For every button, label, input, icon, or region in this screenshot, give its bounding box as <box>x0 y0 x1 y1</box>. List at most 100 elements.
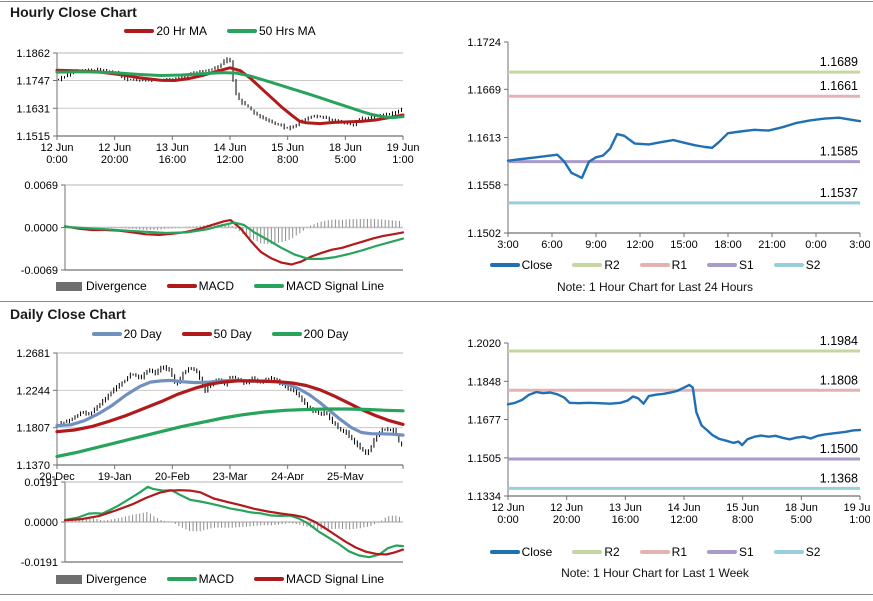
pivot-label-r1: 1.1808 <box>820 373 858 387</box>
x-tick-label: 23-Mar <box>213 471 248 480</box>
x-tick-label: 12 Jun 0:00 <box>491 502 524 526</box>
weekly-pivot-note: Note: 1 Hour Chart for Last 1 Week <box>561 566 749 580</box>
daily-section-title: Daily Close Chart <box>10 306 126 322</box>
hourly-pivot-chart: 1.1724 1.1669 1.1613 1.1558 1.1502 3:00 6:00 9:… <box>440 30 870 256</box>
x-tick-label: 14 Jun 12:00 <box>213 142 246 166</box>
hourly-macd-svg: 0.0069 0.0000 -0.0069 <box>21 180 405 277</box>
y-tick-label: 1.1334 <box>467 491 501 503</box>
series-20-hr-ma <box>55 66 405 126</box>
legend-swatch-divergence <box>55 281 82 291</box>
legend-item-r2: R2 <box>572 545 620 559</box>
weekly-pivot-legend: Close R2 R1 S1 S2 <box>440 545 870 559</box>
legend-swatch-20-day <box>91 332 122 336</box>
legend-swatch-s2 <box>773 550 804 554</box>
y-tick-label: 1.1613 <box>467 133 501 145</box>
x-tick-label: 3:00 <box>849 239 870 251</box>
legend-item-macd: MACD <box>166 572 234 586</box>
legend-label-divergence: Divergence <box>85 572 147 586</box>
y-tick-label: 1.2244 <box>16 385 50 397</box>
pivot-label-s2: 1.1537 <box>820 186 858 200</box>
legend-label-r2: R2 <box>604 258 620 272</box>
x-tick-label: 9:00 <box>585 239 606 251</box>
x-tick-label: 6:00 <box>541 239 562 251</box>
legend-item-macd-signal-line: MACD Signal Line <box>254 572 384 586</box>
legend-swatch-20-hr-ma <box>124 29 155 33</box>
legend-item-divergence: Divergence <box>55 279 147 293</box>
series-200-day <box>55 407 405 459</box>
y-tick-label: -0.0191 <box>21 557 58 569</box>
weekly-pivot-chart: 1.2020 1.1848 1.1677 1.1505 1.1334 12 Jun 0:00… <box>440 332 870 528</box>
x-tick-label: 21:00 <box>758 239 786 251</box>
x-tick-label: 13 Jun 16:00 <box>156 142 189 166</box>
x-tick-label: 3:00 <box>497 239 518 251</box>
x-tick-label: 12 Jun 20:00 <box>550 502 583 526</box>
legend-swatch-macd-signal-line <box>254 577 284 581</box>
legend-label-50-day: 50 Day <box>213 327 252 341</box>
section-divider <box>0 301 873 302</box>
bottom-divider <box>0 594 873 595</box>
legend-item-r1: R1 <box>639 545 687 559</box>
pivot-label-s1: 1.1500 <box>820 442 858 456</box>
legend-label-s1: S1 <box>739 545 754 559</box>
daily-macd-chart: 0.0191 0.0000 -0.0191 <box>8 476 432 572</box>
legend-item-s1: S1 <box>707 258 754 272</box>
series-close <box>506 116 862 180</box>
legend-item-macd-signal-line: MACD Signal Line <box>254 279 384 293</box>
legend-label-20-hr-ma: 20 Hr MA <box>156 24 207 38</box>
y-tick-label: 1.1747 <box>16 76 50 88</box>
y-tick-label: 1.1631 <box>16 103 50 115</box>
legend-label-s2: S2 <box>805 258 821 272</box>
legend-item-s2: S2 <box>773 545 820 559</box>
daily-price-chart: 1.2681 1.2244 1.1807 1.1370 20-Dec 19-Jan 20-F… <box>8 344 432 480</box>
legend-item-50-hrs-ma: 50 Hrs MA <box>227 24 316 38</box>
hourly-price-legend: 20 Hr MA 50 Hrs MA <box>8 24 432 38</box>
hourly-macd-legend: Divergence MACD MACD Signal Line <box>8 279 432 293</box>
x-tick-label: 19-Jan <box>98 471 132 480</box>
legend-swatch-200-day <box>271 332 302 336</box>
x-tick-label: 15:00 <box>670 239 698 251</box>
legend-swatch-r2 <box>572 550 603 554</box>
y-tick-label: 1.1669 <box>467 84 501 96</box>
legend-item-macd: MACD <box>166 279 234 293</box>
legend-label-20-day: 20 Day <box>123 327 162 341</box>
series-macd <box>63 218 405 266</box>
legend-swatch-macd-signal-line <box>254 284 284 288</box>
legend-label-r1: R1 <box>671 258 687 272</box>
legend-item-20-hr-ma: 20 Hr MA <box>124 24 207 38</box>
y-tick-label: 1.1862 <box>16 48 50 60</box>
legend-swatch-r2 <box>572 263 603 267</box>
y-tick-label: 1.1515 <box>16 131 50 143</box>
x-tick-label: 24-Apr <box>271 471 304 480</box>
x-tick-label: 15 Jun 8:00 <box>726 502 759 526</box>
x-tick-label: 14 Jun 12:00 <box>667 502 700 526</box>
y-tick-label: 1.1370 <box>16 460 50 472</box>
legend-swatch-s2 <box>773 263 804 267</box>
legend-item-divergence: Divergence <box>55 572 147 586</box>
legend-item-s2: S2 <box>773 258 821 272</box>
legend-item-20-day: 20 Day <box>91 327 162 341</box>
legend-swatch-s1 <box>707 263 737 267</box>
y-tick-label: 1.1848 <box>467 376 501 388</box>
top-divider <box>0 1 873 2</box>
series-macd <box>63 485 405 559</box>
y-tick-label: 1.1502 <box>467 228 501 240</box>
legend-label-macd-signal-line: MACD Signal Line <box>286 279 385 293</box>
legend-label-macd: MACD <box>198 572 234 586</box>
x-tick-label: 18:00 <box>714 239 742 251</box>
x-tick-label: 20-Feb <box>155 471 190 480</box>
legend-label-r2: R2 <box>604 545 620 559</box>
daily-macd-svg: 0.0191 0.0000 -0.0191 <box>21 477 405 569</box>
legend-label-close: Close <box>521 258 553 272</box>
hourly-macd-chart: 0.0069 0.0000 -0.0069 <box>8 178 432 278</box>
legend-swatch-r1 <box>639 263 670 267</box>
series-50-day <box>55 379 405 434</box>
y-tick-label: 1.1807 <box>16 423 50 435</box>
hourly-price-chart: 1.1862 1.1747 1.1631 1.1515 12 Jun 0:00 12 Jun… <box>8 42 432 178</box>
x-tick-label: 12 Jun 0:00 <box>40 142 73 166</box>
legend-label-divergence: Divergence <box>85 279 147 293</box>
legend-label-s1: S1 <box>739 258 754 272</box>
legend-item-close: Close <box>489 258 553 272</box>
